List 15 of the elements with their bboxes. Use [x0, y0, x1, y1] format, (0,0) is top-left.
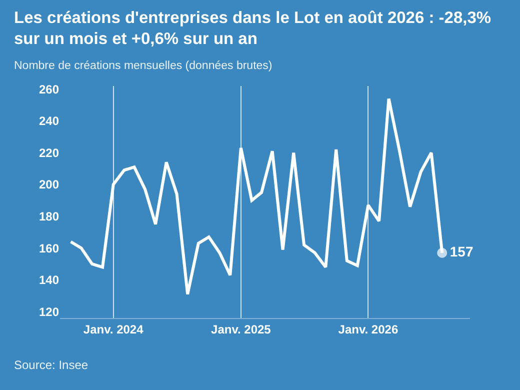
source-note: Source: Insee	[14, 358, 88, 372]
y-tick-label: 260	[38, 82, 60, 96]
data-label: 157	[442, 243, 474, 260]
x-tick-label: Janv. 2024	[83, 322, 144, 336]
y-tick-label: 200	[38, 178, 60, 192]
x-tick-label: Janv. 2025	[211, 322, 272, 336]
y-tick-label: 120	[38, 304, 60, 319]
y-tick-label: 180	[38, 210, 60, 224]
y-tick-label: 220	[38, 146, 60, 160]
y-tick-label: 160	[38, 241, 60, 256]
chart-subtitle: Nombre de créations mensuelles (données brutes)	[14, 60, 272, 72]
chart-title: Les créations d'entreprises dans le Lot en août 2026 : -28,3% sur un mois et +0,6% sur un an	[14, 8, 492, 50]
x-tick-label: Janv. 2026	[338, 322, 398, 336]
y-tick-label: 240	[38, 114, 60, 128]
y-tick-label: 140	[38, 273, 60, 288]
